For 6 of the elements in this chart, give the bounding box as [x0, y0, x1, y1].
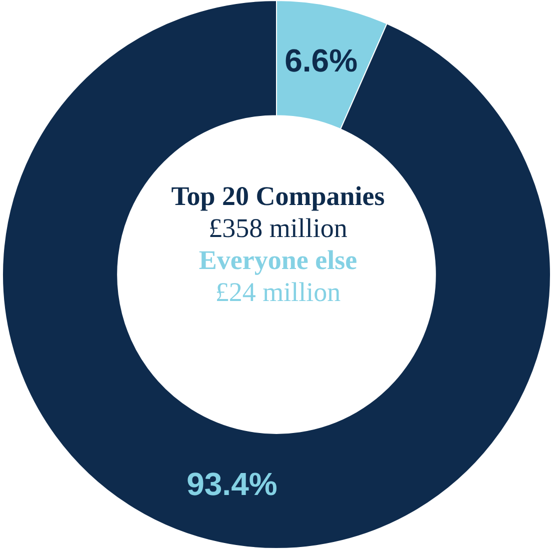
slice-label: Everyone else [198, 244, 358, 276]
text: £358 million [208, 212, 348, 244]
data-label: 6.6% [284, 42, 358, 79]
slice-label: Top 20 Companies [170, 180, 386, 212]
text: £24 million [214, 276, 342, 308]
data-label: 93.4% [186, 466, 278, 502]
